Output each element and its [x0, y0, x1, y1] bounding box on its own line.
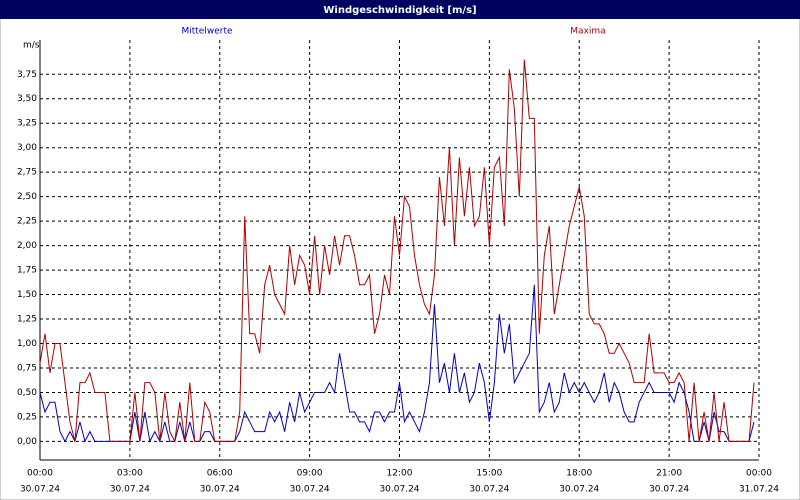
y-tick-label: 3,50 [17, 94, 37, 104]
y-tick-label: 0,00 [17, 437, 37, 447]
title-bar [0, 0, 800, 19]
x-tick-label: 03:00 [117, 469, 143, 479]
y-tick-label: 0,50 [17, 388, 37, 398]
y-tick-label: 2,75 [17, 168, 37, 178]
series-line [39, 284, 755, 443]
x-tick-label: 15:00 [476, 469, 502, 479]
x-tick-date: 30.07.24 [20, 485, 60, 495]
x-tick-date: 30.07.24 [379, 485, 419, 495]
x-tick-date: 30.07.24 [290, 485, 330, 495]
x-tick-date: 30.07.24 [469, 485, 509, 495]
x-tick-label: 09:00 [297, 469, 323, 479]
x-tick-label: 18:00 [566, 469, 592, 479]
x-tick-label: 00:00 [746, 469, 772, 479]
y-tick-label: 1,00 [17, 339, 37, 349]
x-tick-label: 12:00 [387, 469, 413, 479]
y-tick-label: 1,75 [17, 266, 37, 276]
chart-title: Windgeschwindigkeit [m/s] [323, 5, 476, 16]
x-tick-label: 06:00 [207, 469, 233, 479]
y-tick-label: 0,75 [17, 363, 37, 373]
x-tick-date: 30.07.24 [200, 485, 240, 495]
y-tick-label: 0,25 [17, 412, 37, 422]
x-tick-label: 00:00 [27, 469, 53, 479]
y-tick-label: 2,50 [17, 192, 37, 202]
y-tick-label: 3,00 [17, 143, 37, 153]
legend-label: Mittelwerte [181, 27, 232, 37]
x-tick-date: 30.07.24 [110, 485, 150, 495]
legend-label: Maxima [570, 27, 605, 37]
y-tick-label: 2,25 [17, 217, 37, 227]
y-tick-label: 2,00 [17, 241, 37, 251]
y-tick-label: 3,75 [17, 70, 37, 80]
x-tick-label: 21:00 [656, 469, 682, 479]
x-tick-date: 30.07.24 [559, 485, 599, 495]
y-tick-label: 1,50 [17, 290, 37, 300]
x-tick-date: 31.07.24 [739, 485, 779, 495]
y-tick-label: 3,25 [17, 119, 37, 129]
x-tick-date: 30.07.24 [649, 485, 689, 495]
series-line [39, 59, 755, 444]
y-unit: m/s [23, 41, 40, 51]
y-tick-label: 1,25 [17, 315, 37, 325]
